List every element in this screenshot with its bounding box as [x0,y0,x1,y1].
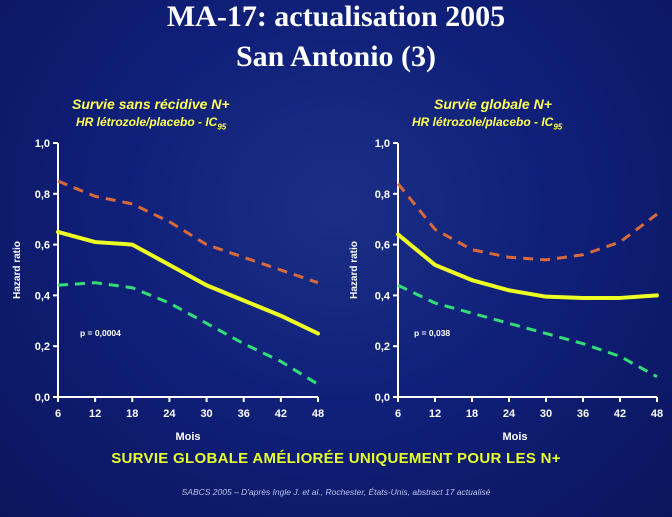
chart2-subtitle: HR létrozole/placebo - IC95 [412,115,563,132]
chart1-y-axis-label: Hazard ratio [12,241,23,299]
chart2-y-tick-label: 1,0 [375,138,390,150]
chart1-x-tick-label: 12 [89,408,101,420]
chart2-x-tick-label: 42 [614,408,626,420]
chart2-y-tick-label: 0,0 [375,392,390,404]
chart1-series-lower-ci [57,281,319,386]
chart1-x-tick-label: 36 [238,408,250,420]
chart1-x-tick-label: 6 [55,408,61,420]
chart2-x-tick-label: 18 [466,408,478,420]
source-footer: SABCS 2005 – D'après Ingle J. et al., Ro… [181,487,491,497]
chart2-x-tick-label: 36 [577,408,589,420]
slide-title: MA-17: actualisation 2005 [166,0,506,33]
chart1-y-tick-label: 0,8 [35,189,50,201]
chart1-y-tick-label: 0,6 [35,240,50,252]
chart2-series-upper-ci [396,182,658,262]
chart2-title: Survie globale N+ [434,96,552,112]
chart2-x-tick-label: 12 [429,408,441,420]
chart1-y-tick-label: 0,4 [35,290,51,302]
chart1-x-axis-label: Mois [175,431,200,443]
chart2-y-tick-label: 0,6 [375,240,390,252]
chart2-x-axis-label: Mois [502,431,527,443]
chart1-y-tick-label: 0,2 [35,341,50,353]
slide-subtitle: San Antonio (3) [235,40,437,73]
chart1-y-tick-label: 0,0 [35,392,50,404]
chart1-p-value: p = 0,0004 [80,328,121,338]
chart2-x-tick-label: 30 [540,408,552,420]
chart1-x-tick-label: 30 [200,408,212,420]
chart2-x-tick-label: 24 [503,408,516,420]
conclusion-banner: SURVIE GLOBALE AMÉLIORÉE UNIQUEMENT POUR… [111,450,561,467]
chart2-y-tick-label: 0,8 [375,189,390,201]
chart1-x-tick-label: 18 [126,408,138,420]
chart2-p-value: p = 0,038 [414,328,450,338]
chart2-x-tick-label: 48 [651,408,663,420]
chart2-series-lower-ci [397,283,658,378]
chart1-x-tick-label: 42 [275,408,287,420]
chart2-x-tick-label: 6 [395,408,401,420]
chart2-y-tick-label: 0,4 [375,290,391,302]
chart2-series-estimate [396,232,659,300]
chart1-y-tick-label: 1,0 [35,138,50,150]
chart1-x-tick-label: 24 [163,408,176,420]
chart2-y-tick-label: 0,2 [375,341,390,353]
chart1-title: Survie sans récidive N+ [72,96,230,112]
chart1-series-estimate [56,229,320,336]
chart1-subtitle: HR létrozole/placebo - IC95 [76,115,227,132]
chart1-series-upper-ci [57,179,319,285]
chart2-y-axis-label: Hazard ratio [349,241,360,299]
chart1-x-tick-label: 48 [312,408,324,420]
